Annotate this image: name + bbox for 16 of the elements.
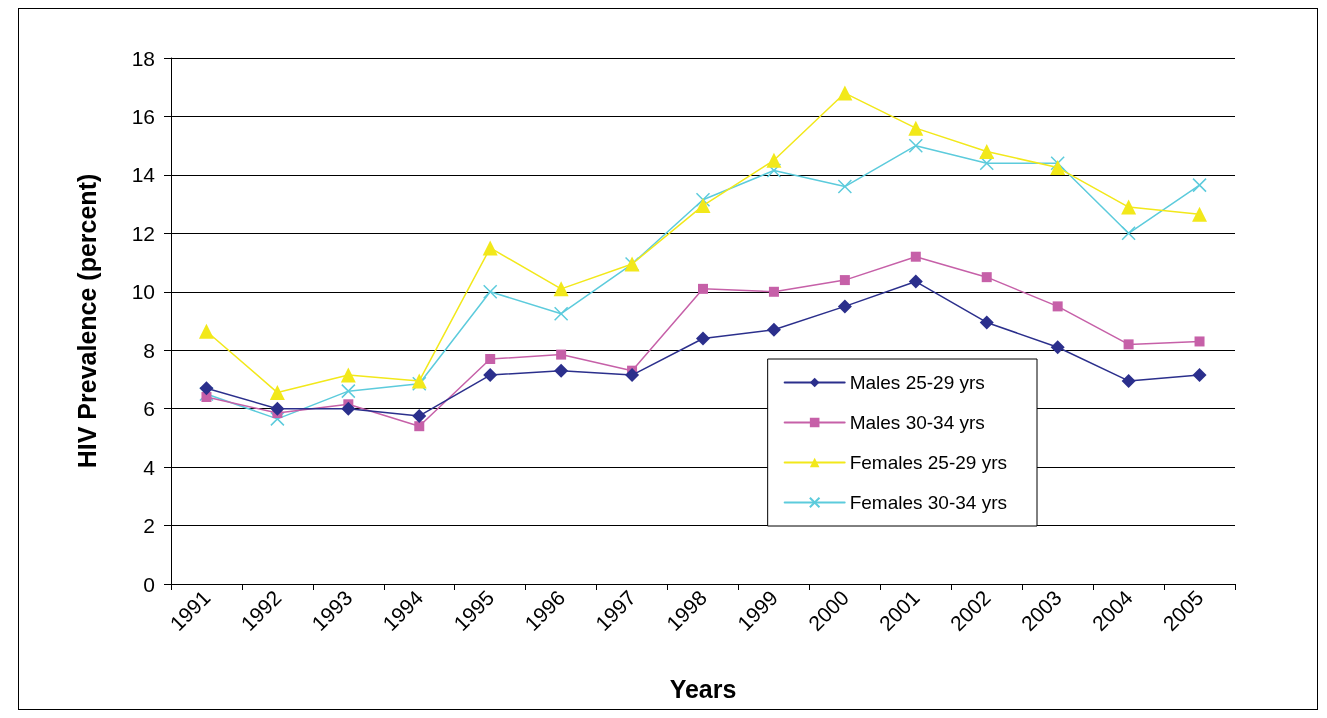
- y-tick-label: 16: [131, 104, 155, 128]
- y-tick-label: 0: [143, 572, 155, 596]
- y-tick-label: 14: [131, 163, 156, 187]
- y-tick-label: 2: [143, 514, 155, 538]
- legend-label: Females 25-29 yrs: [849, 452, 1008, 473]
- y-tick-label: 4: [143, 455, 156, 479]
- legend-label: Females 30-34 yrs: [849, 492, 1008, 513]
- y-tick-label: 18: [131, 46, 155, 70]
- y-tick-label: 8: [143, 338, 155, 362]
- y-tick-label: 12: [131, 221, 155, 245]
- legend-label: Males 25-29 yrs: [849, 372, 985, 393]
- y-tick-label: 6: [143, 397, 155, 421]
- x-axis-title: Years: [669, 674, 737, 703]
- legend-label: Males 30-34 yrs: [849, 412, 985, 433]
- y-tick-label: 10: [131, 280, 155, 304]
- y-axis-title: HIV Prevalence (percent): [72, 173, 101, 469]
